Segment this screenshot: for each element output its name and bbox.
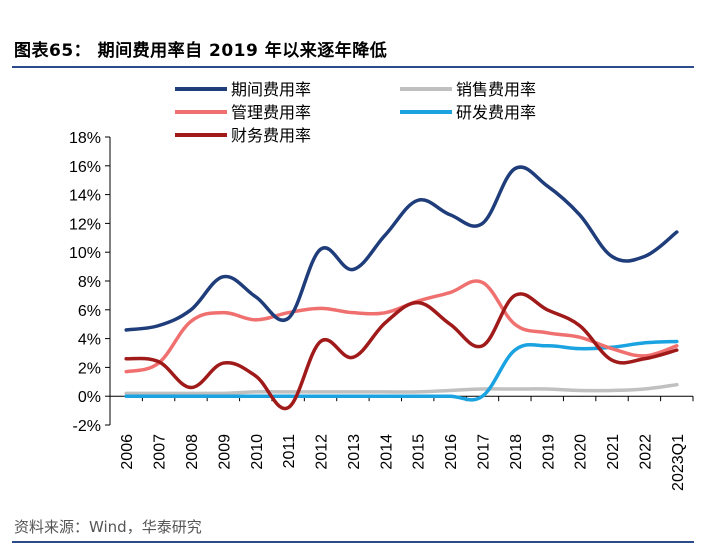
x-tick-label: 2011 [281,434,298,469]
title-divider [12,66,694,68]
x-tick-label: 2007 [152,434,169,470]
legend-label: 研发费用率 [456,103,536,122]
x-tick-label: 2006 [119,434,136,470]
legend-label: 销售费用率 [456,80,536,99]
x-tick-label: 2017 [475,434,492,470]
series-line [124,292,679,411]
y-tick-label: -2% [73,418,101,435]
series-line [124,279,679,374]
x-tick-label: 2009 [216,434,233,470]
chart-title: 图表65： 期间费用率自 2019 年以来逐年降低 [14,41,388,61]
series-line [124,165,679,332]
y-tick-label: 6% [78,303,101,320]
x-tick-label: 2010 [249,434,266,470]
bottom-divider [12,541,694,543]
x-tick-label: 2019 [540,434,557,470]
y-tick-label: 10% [69,245,101,262]
y-tick-label: 0% [78,389,101,406]
x-tick-label: 2015 [411,434,428,470]
series-line [124,382,679,396]
y-tick-label: 14% [69,188,101,205]
y-tick-label: 4% [78,332,101,349]
y-axis: -2% 0% 2% 4% 6% 8% 10% 12% 14% 16% 18% [69,130,111,435]
y-tick-label: 8% [78,274,101,291]
series-line [124,339,679,402]
x-tick-label: 2008 [184,434,201,470]
y-tick-label: 18% [69,130,101,147]
x-tick-label: 2023Q1 [670,434,687,491]
x-tick-label: 2014 [378,434,395,470]
y-tick-label: 2% [78,360,101,377]
x-axis: 2006 2007 2008 2009 2010 2011 2012 2013 2014 2015… [109,395,694,491]
y-tick-label: 12% [69,216,101,233]
legend-label: 期间费用率 [231,80,311,99]
x-tick-label: 2018 [508,434,525,470]
plot-lines [124,165,679,411]
legend-label: 财务费用率 [231,126,311,145]
x-tick-label: 2021 [605,434,622,470]
legend-label: 管理费用率 [231,103,311,122]
x-tick-label: 2020 [573,434,590,470]
x-tick-label: 2016 [443,434,460,470]
source-note: 资料来源：Wind，华泰研究 [14,518,202,536]
x-tick-label: 2013 [346,434,363,470]
y-tick-label: 16% [69,159,101,176]
x-tick-label: 2012 [314,434,331,470]
x-tick-label: 2022 [637,434,654,470]
